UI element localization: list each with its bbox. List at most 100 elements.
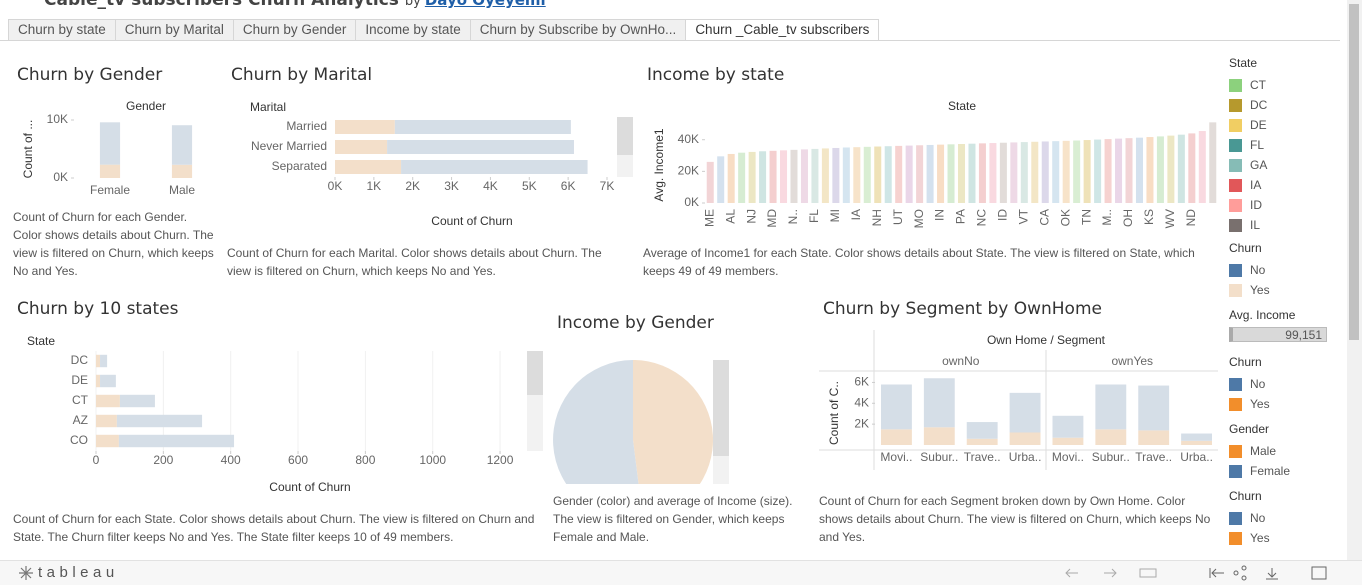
bar-segment [1052, 437, 1084, 445]
legend-item[interactable]: IA [1229, 175, 1339, 195]
bar-segment [335, 140, 388, 154]
legend-label: DC [1250, 98, 1268, 112]
tab[interactable]: Churn _Cable_tv subscribers [686, 19, 880, 41]
tab[interactable]: Churn by state [8, 19, 116, 41]
x-tick-label: Movi.. [880, 450, 912, 464]
scroll-thumb[interactable] [713, 360, 729, 456]
bar [1041, 141, 1049, 203]
legend-label: FL [1250, 138, 1265, 152]
legend-swatch [1229, 531, 1242, 545]
bar [1146, 137, 1154, 203]
y-axis-label: Count of ... [21, 120, 35, 179]
x-tick-label: 6K [561, 179, 576, 193]
legend-label: No [1250, 377, 1266, 391]
column-header: State [27, 334, 55, 348]
title-bar: Cable_tv subscribers Churn Analytics by Da… [0, 0, 1347, 19]
row-label: DE [71, 373, 88, 387]
legend-title: Gender [1229, 422, 1270, 436]
chart-title: Churn by Segment by OwnHome [823, 299, 1102, 319]
bar-segment [119, 394, 155, 408]
legend-item[interactable]: No [1229, 508, 1339, 528]
bar [1167, 135, 1175, 203]
legend-item[interactable]: DE [1229, 115, 1339, 135]
legend-item[interactable]: IL [1229, 215, 1339, 235]
tab[interactable]: Churn by Marital [115, 19, 234, 41]
legend-item[interactable]: Male [1229, 441, 1339, 461]
bar [769, 150, 777, 203]
bar [957, 143, 966, 203]
page-scrollbar[interactable] [1347, 0, 1362, 560]
y-tick-label: 20K [678, 164, 699, 178]
bar [1177, 134, 1185, 203]
legend-item[interactable]: No [1229, 374, 1339, 394]
tab-divider [0, 40, 1340, 41]
bar-segment [966, 422, 998, 439]
bar [821, 148, 829, 203]
legend-item[interactable]: Yes [1229, 280, 1339, 300]
bar [780, 150, 788, 203]
legend-swatch [1229, 397, 1242, 411]
y-tick-label: 10K [47, 112, 68, 126]
bar-segment [96, 374, 101, 388]
by-text: by [404, 0, 421, 9]
chart-caption: Count of Churn for each State. Color sho… [13, 512, 535, 544]
bar-segment [1181, 440, 1212, 445]
pie-slice [633, 360, 714, 484]
column-header: Marital [250, 100, 286, 114]
bar [1198, 131, 1206, 203]
bar-segment [923, 427, 955, 445]
y-axis-label: Avg. Income1 [652, 128, 666, 201]
bar-segment [96, 414, 117, 428]
y-tick-label: 4K [854, 395, 869, 409]
x-tick-label: ID [996, 209, 1010, 221]
bar [1104, 139, 1112, 203]
legend-label: Yes [1250, 397, 1270, 411]
scroll-thumb[interactable] [617, 117, 633, 155]
legend-item[interactable]: No [1229, 260, 1339, 280]
size-legend: 99,151 [1229, 327, 1327, 342]
legend-swatch [1229, 511, 1242, 525]
bar-segment [100, 374, 116, 388]
x-tick-label: M.. [1100, 209, 1114, 226]
legend-item[interactable]: GA [1229, 155, 1339, 175]
scroll-thumb[interactable] [1349, 4, 1359, 340]
legend-swatch [1229, 377, 1242, 391]
legend-item[interactable]: CT [1229, 75, 1339, 95]
bar-segment [923, 378, 955, 428]
bar [884, 146, 892, 203]
toolbar-icons[interactable] [1060, 562, 1360, 584]
x-tick-label: MD [765, 209, 779, 228]
x-tick-label: NC [975, 209, 989, 227]
bar [905, 145, 913, 203]
legend-item[interactable]: Yes [1229, 394, 1339, 414]
legend-swatch [1229, 78, 1242, 92]
bar [1094, 139, 1102, 203]
scroll-thumb[interactable] [527, 351, 543, 395]
x-tick-label: 1000 [419, 453, 446, 467]
tab[interactable]: Income by state [356, 19, 471, 41]
chart-caption: Gender (color) and average of Income (si… [553, 494, 793, 544]
bar [853, 147, 861, 203]
bar [717, 156, 725, 203]
legend-item[interactable]: Female [1229, 461, 1339, 481]
legend-item[interactable]: FL [1229, 135, 1339, 155]
x-tick-label: 1K [367, 179, 382, 193]
x-tick-label: Subur.. [1092, 450, 1130, 464]
row-label: DC [71, 353, 89, 367]
bar [926, 144, 934, 203]
author-link[interactable]: Dayo Oyeyemi [424, 0, 546, 9]
legend-item[interactable]: Yes [1229, 528, 1339, 548]
legend-item[interactable]: ID [1229, 195, 1339, 215]
row-label: Separated [272, 159, 327, 173]
x-tick-label: IA [849, 209, 863, 220]
chart-title: Income by state [647, 65, 784, 85]
x-tick-label: 600 [288, 453, 308, 467]
brand: tableau [38, 564, 119, 581]
chart-caption: Average of Income1 for each State. Color… [643, 246, 1195, 278]
column-header: Gender [126, 99, 166, 113]
legend-item[interactable]: DC [1229, 95, 1339, 115]
x-tick-label: N.. [786, 209, 800, 224]
legend-label: DE [1250, 118, 1267, 132]
x-tick-label: ND [1184, 209, 1198, 227]
